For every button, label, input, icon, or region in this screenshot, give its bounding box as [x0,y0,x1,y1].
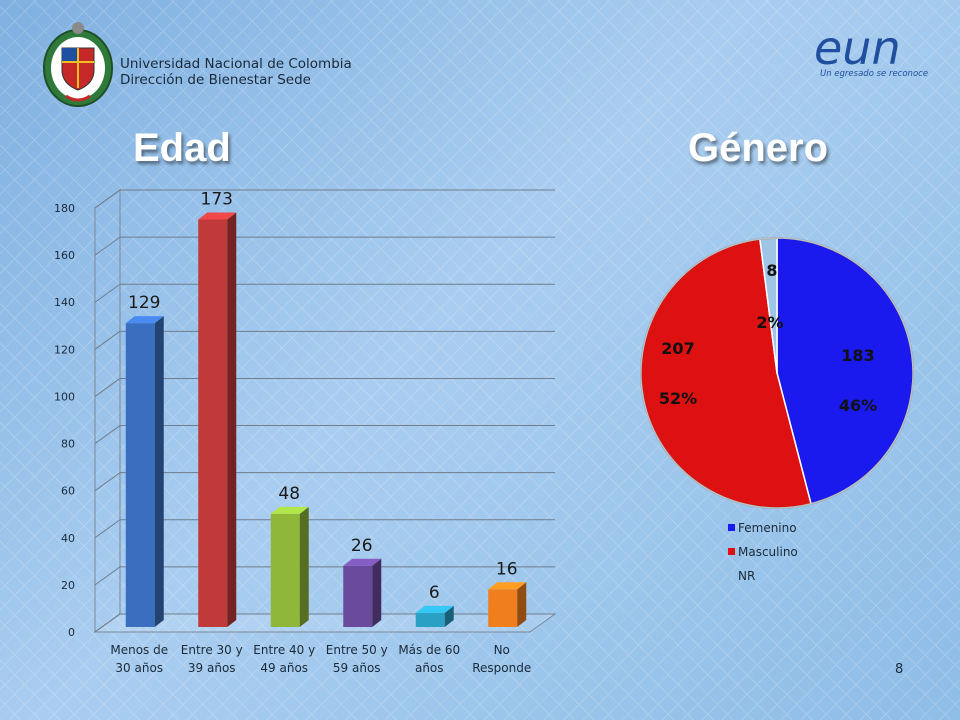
y-tick-label: 80 [61,438,75,451]
x-category-label: Entre 30 y [181,643,243,657]
legend-label: NR [738,569,755,583]
page-number: 8 [895,662,904,677]
pie-value-label: 183 [841,346,874,365]
bar-top [125,316,164,324]
bar-top [198,212,237,220]
y-tick-label: 60 [61,485,75,498]
bar-value-label: 16 [496,559,518,579]
bar-side [154,316,164,627]
x-category-label: 30 años [115,661,163,675]
legend-swatch [728,524,735,531]
pie-slice [640,238,812,509]
x-category-label: Entre 50 y [326,643,388,657]
bar [270,513,300,627]
bar-value-label: 6 [429,583,440,603]
x-category-label: No [494,643,510,657]
bar [488,589,518,627]
gridline-diagonal [94,613,121,633]
pie-value-label: 8 [766,261,777,280]
legend-label: Femenino [738,521,797,535]
university-crest [43,22,113,107]
x-category-label: Menos de [110,643,168,657]
bar-side [444,605,454,627]
y-tick-label: 120 [54,343,75,356]
gridline-diagonal [94,519,121,539]
bar-chart-title: Edad [133,126,231,170]
pie-chart-title: Género [688,126,829,170]
university-line-1: Universidad Nacional de Colombia [120,56,352,72]
y-tick-label: 160 [54,249,75,262]
gridline-diagonal [94,425,121,444]
y-tick-label: 180 [54,202,75,215]
legend-label: Masculino [738,545,798,559]
gridline-diagonal [94,283,121,303]
bar [198,219,228,627]
legend-swatch [728,548,735,555]
bar-value-label: 48 [278,484,300,504]
gridline-diagonal [94,236,121,256]
x-category-label: 49 años [260,661,308,675]
pie-slice [759,237,778,374]
bar [343,565,373,627]
eun-logo-text: eun [814,22,901,75]
bar-side [299,506,309,627]
eun-tagline: Un egresado se reconoce [820,69,928,79]
pie-percent-label: 46% [839,396,877,415]
y-tick-label: 100 [54,390,75,403]
bar [125,323,155,627]
pie-percent-label: 2% [756,313,783,332]
pie-percent-label: 52% [659,389,697,408]
y-tick-label: 20 [61,579,75,592]
pie-rim [640,237,914,509]
y-tick-label: 40 [61,532,75,545]
x-category-label: años [415,661,444,675]
bar-value-label: 129 [128,293,160,313]
bar-top [415,605,454,613]
eun-logo: eun Un egresado se reconoce [814,22,928,79]
pie-slice [776,237,914,505]
x-category-label: 39 años [188,661,236,675]
bar-side [372,558,382,627]
pie-value-label: 207 [661,339,694,358]
gridline-diagonal [94,330,121,350]
gridline-diagonal [94,566,121,586]
legend-swatch [728,572,735,579]
bar-value-label: 26 [351,536,373,556]
x-category-label: Más de 60 [398,643,460,657]
bar-top [488,582,527,590]
bar [415,612,445,627]
university-line-2: Dirección de Bienestar Sede [120,72,311,88]
x-category-label: Entre 40 y [253,643,315,657]
bar-top [270,506,309,514]
bar-side [517,582,527,627]
bar-value-label: 173 [201,189,233,209]
x-category-label: 59 años [333,661,381,675]
gridline-diagonal [94,378,121,397]
university-name: Universidad Nacional de Colombia Direcci… [120,56,352,88]
gridline-diagonal [94,189,121,209]
bar-top [343,558,382,566]
y-tick-label: 0 [68,626,75,639]
bar-side [227,212,237,627]
x-category-label: Responde [472,661,531,675]
gridline-diagonal [94,472,121,492]
y-tick-label: 140 [54,296,75,309]
